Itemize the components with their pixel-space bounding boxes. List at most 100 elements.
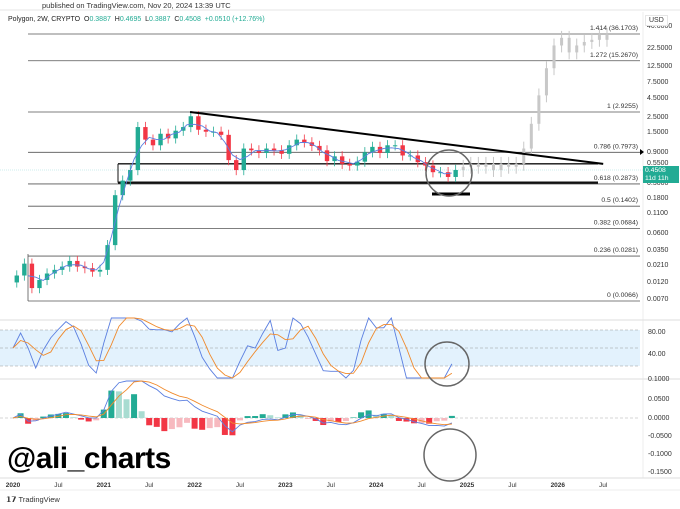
macd-histogram-bar xyxy=(388,415,395,418)
candle-down xyxy=(234,160,239,171)
candle-up xyxy=(355,161,360,166)
close-label: C xyxy=(174,16,180,23)
macd-histogram-bar xyxy=(115,391,122,418)
candle-up xyxy=(188,116,194,128)
macd-axis-label: 0.1000 xyxy=(648,376,670,383)
macd-histogram-bar xyxy=(327,418,334,422)
time-axis-label: Jul xyxy=(236,482,245,489)
fib-level-label: 0.786 (0.7973) xyxy=(594,143,638,150)
candle-down xyxy=(165,133,171,139)
candle-up xyxy=(37,279,42,289)
macd-histogram-bar xyxy=(214,418,221,428)
time-axis-label: 2020 xyxy=(6,482,21,489)
macd-histogram-bar xyxy=(342,418,349,422)
candle-up xyxy=(392,145,398,147)
candle-up xyxy=(128,170,133,181)
candle-up xyxy=(453,169,458,177)
tradingview-logo-icon: 𝟭𝟳 xyxy=(6,495,19,504)
projection-candle xyxy=(461,166,465,171)
change-value: +0.0510 (+12.76%) xyxy=(204,16,265,23)
projection-candle xyxy=(567,37,571,53)
candle-down xyxy=(226,134,231,161)
macd-histogram-bar xyxy=(289,412,296,418)
candle-up xyxy=(385,145,390,153)
candle-down xyxy=(317,145,322,151)
projection-candle xyxy=(507,163,511,167)
candle-up xyxy=(135,127,141,171)
candle-down xyxy=(279,150,284,154)
candle-down xyxy=(203,129,209,132)
bar-countdown: 11d 11h xyxy=(645,174,669,182)
macd-histogram-bar xyxy=(358,412,365,418)
macd-histogram-bar xyxy=(411,418,418,424)
price-axis-label: 40.0000 xyxy=(647,23,672,30)
highlight-circle xyxy=(425,149,473,197)
candle-down xyxy=(249,148,254,151)
projection-candle xyxy=(522,148,526,164)
candle-down xyxy=(218,131,224,135)
candle-down xyxy=(196,116,201,130)
macd-histogram-bar xyxy=(17,413,24,418)
macd-histogram-bar xyxy=(267,415,274,418)
macd-axis-label: 0.0500 xyxy=(648,396,670,403)
symbol-name[interactable]: Polygon, 2W, CRYPTO xyxy=(8,16,81,23)
macd-histogram-bar xyxy=(184,418,191,423)
macd-histogram-bar xyxy=(85,418,92,422)
open-label: O xyxy=(84,16,90,23)
macd-histogram-bar xyxy=(221,418,228,435)
candle-down xyxy=(324,150,330,162)
currency-button[interactable]: USD xyxy=(645,15,668,26)
candle-up xyxy=(97,269,103,272)
macd-histogram-bar xyxy=(373,414,380,418)
price-axis-label: 0.1800 xyxy=(647,195,669,202)
macd-histogram-bar xyxy=(131,394,138,418)
macd-histogram-bar xyxy=(320,418,327,426)
candle-up xyxy=(332,156,337,162)
macd-histogram-bar xyxy=(350,417,357,418)
macd-histogram-bar xyxy=(426,418,433,424)
macd-histogram-bar xyxy=(365,410,372,418)
symbol-legend: Polygon, 2W, CRYPTO O0.3887 H0.4695 L0.3… xyxy=(8,16,265,23)
current-price: 0.4508 xyxy=(645,167,666,174)
time-axis-label: 2022 xyxy=(187,482,202,489)
price-axis-label: 0.1100 xyxy=(647,210,668,217)
candle-down xyxy=(143,127,148,140)
price-axis-label: 0.5500 xyxy=(647,160,669,167)
price-axis-label: 7.5000 xyxy=(647,79,669,86)
projection-candle xyxy=(491,163,495,171)
stoch-axis-label: 40.00 xyxy=(648,351,666,358)
macd-axis-label: 0.0000 xyxy=(648,415,670,422)
macd-histogram-bar xyxy=(168,418,175,430)
time-axis-label: 2021 xyxy=(97,482,112,489)
macd-histogram-bar xyxy=(70,417,77,418)
macd-histogram-bar xyxy=(312,418,319,421)
macd-histogram-bar xyxy=(441,418,448,421)
macd-histogram-bar xyxy=(433,418,440,422)
candle-down xyxy=(90,268,95,272)
current-price-tag: 0.4508 11d 11h xyxy=(643,166,679,183)
moving-average-line xyxy=(28,123,452,282)
macd-histogram-bar xyxy=(274,417,281,418)
projection-candle xyxy=(597,35,601,40)
macd-histogram-bar xyxy=(244,416,251,418)
macd-axis-label: -0.1000 xyxy=(648,451,672,458)
watermark: @ali_charts xyxy=(7,442,171,475)
projection-candle xyxy=(499,163,503,171)
fib-level-label: 0.5 (0.1402) xyxy=(601,197,638,204)
price-axis-label: 12.5000 xyxy=(647,63,672,70)
candle-down xyxy=(347,163,352,166)
candle-down xyxy=(75,260,80,267)
fib-level-label: 0 (0.0066) xyxy=(607,292,638,299)
fib-level-label: 1 (2.9255) xyxy=(607,103,638,110)
candle-down xyxy=(430,165,436,173)
price-axis-label: 0.9000 xyxy=(647,149,669,156)
high-value: 0.4695 xyxy=(119,16,142,23)
macd-line xyxy=(12,380,453,433)
candle-up xyxy=(241,148,246,171)
tradingview-footer[interactable]: 𝟭𝟳 TradingView xyxy=(6,495,60,504)
macd-histogram-bar xyxy=(229,418,236,436)
macd-histogram-bar xyxy=(138,411,145,418)
fib-level-label: 0.382 (0.0684) xyxy=(594,219,638,226)
candle-down xyxy=(415,155,421,163)
